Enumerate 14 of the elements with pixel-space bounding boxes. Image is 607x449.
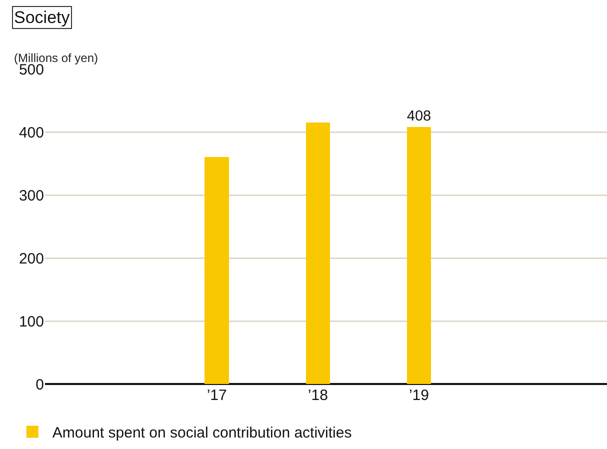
y-tick-label: 300 xyxy=(18,187,44,204)
bar xyxy=(204,157,229,384)
x-tick-label: ’19 xyxy=(408,387,430,404)
y-tick-label: 100 xyxy=(18,313,44,330)
y-tick-label: 400 xyxy=(18,124,44,142)
y-tick-label: 200 xyxy=(18,250,44,268)
x-tick-label: ’18 xyxy=(308,387,328,404)
data-label: 408 xyxy=(406,108,432,124)
bar xyxy=(306,122,330,384)
bar xyxy=(406,126,432,384)
y-tick-label: 0 xyxy=(36,376,44,394)
x-tick-label: ’17 xyxy=(206,387,227,404)
legend-label: Amount spent on social contribution activities xyxy=(52,424,352,442)
chart-title: Society xyxy=(14,8,70,27)
